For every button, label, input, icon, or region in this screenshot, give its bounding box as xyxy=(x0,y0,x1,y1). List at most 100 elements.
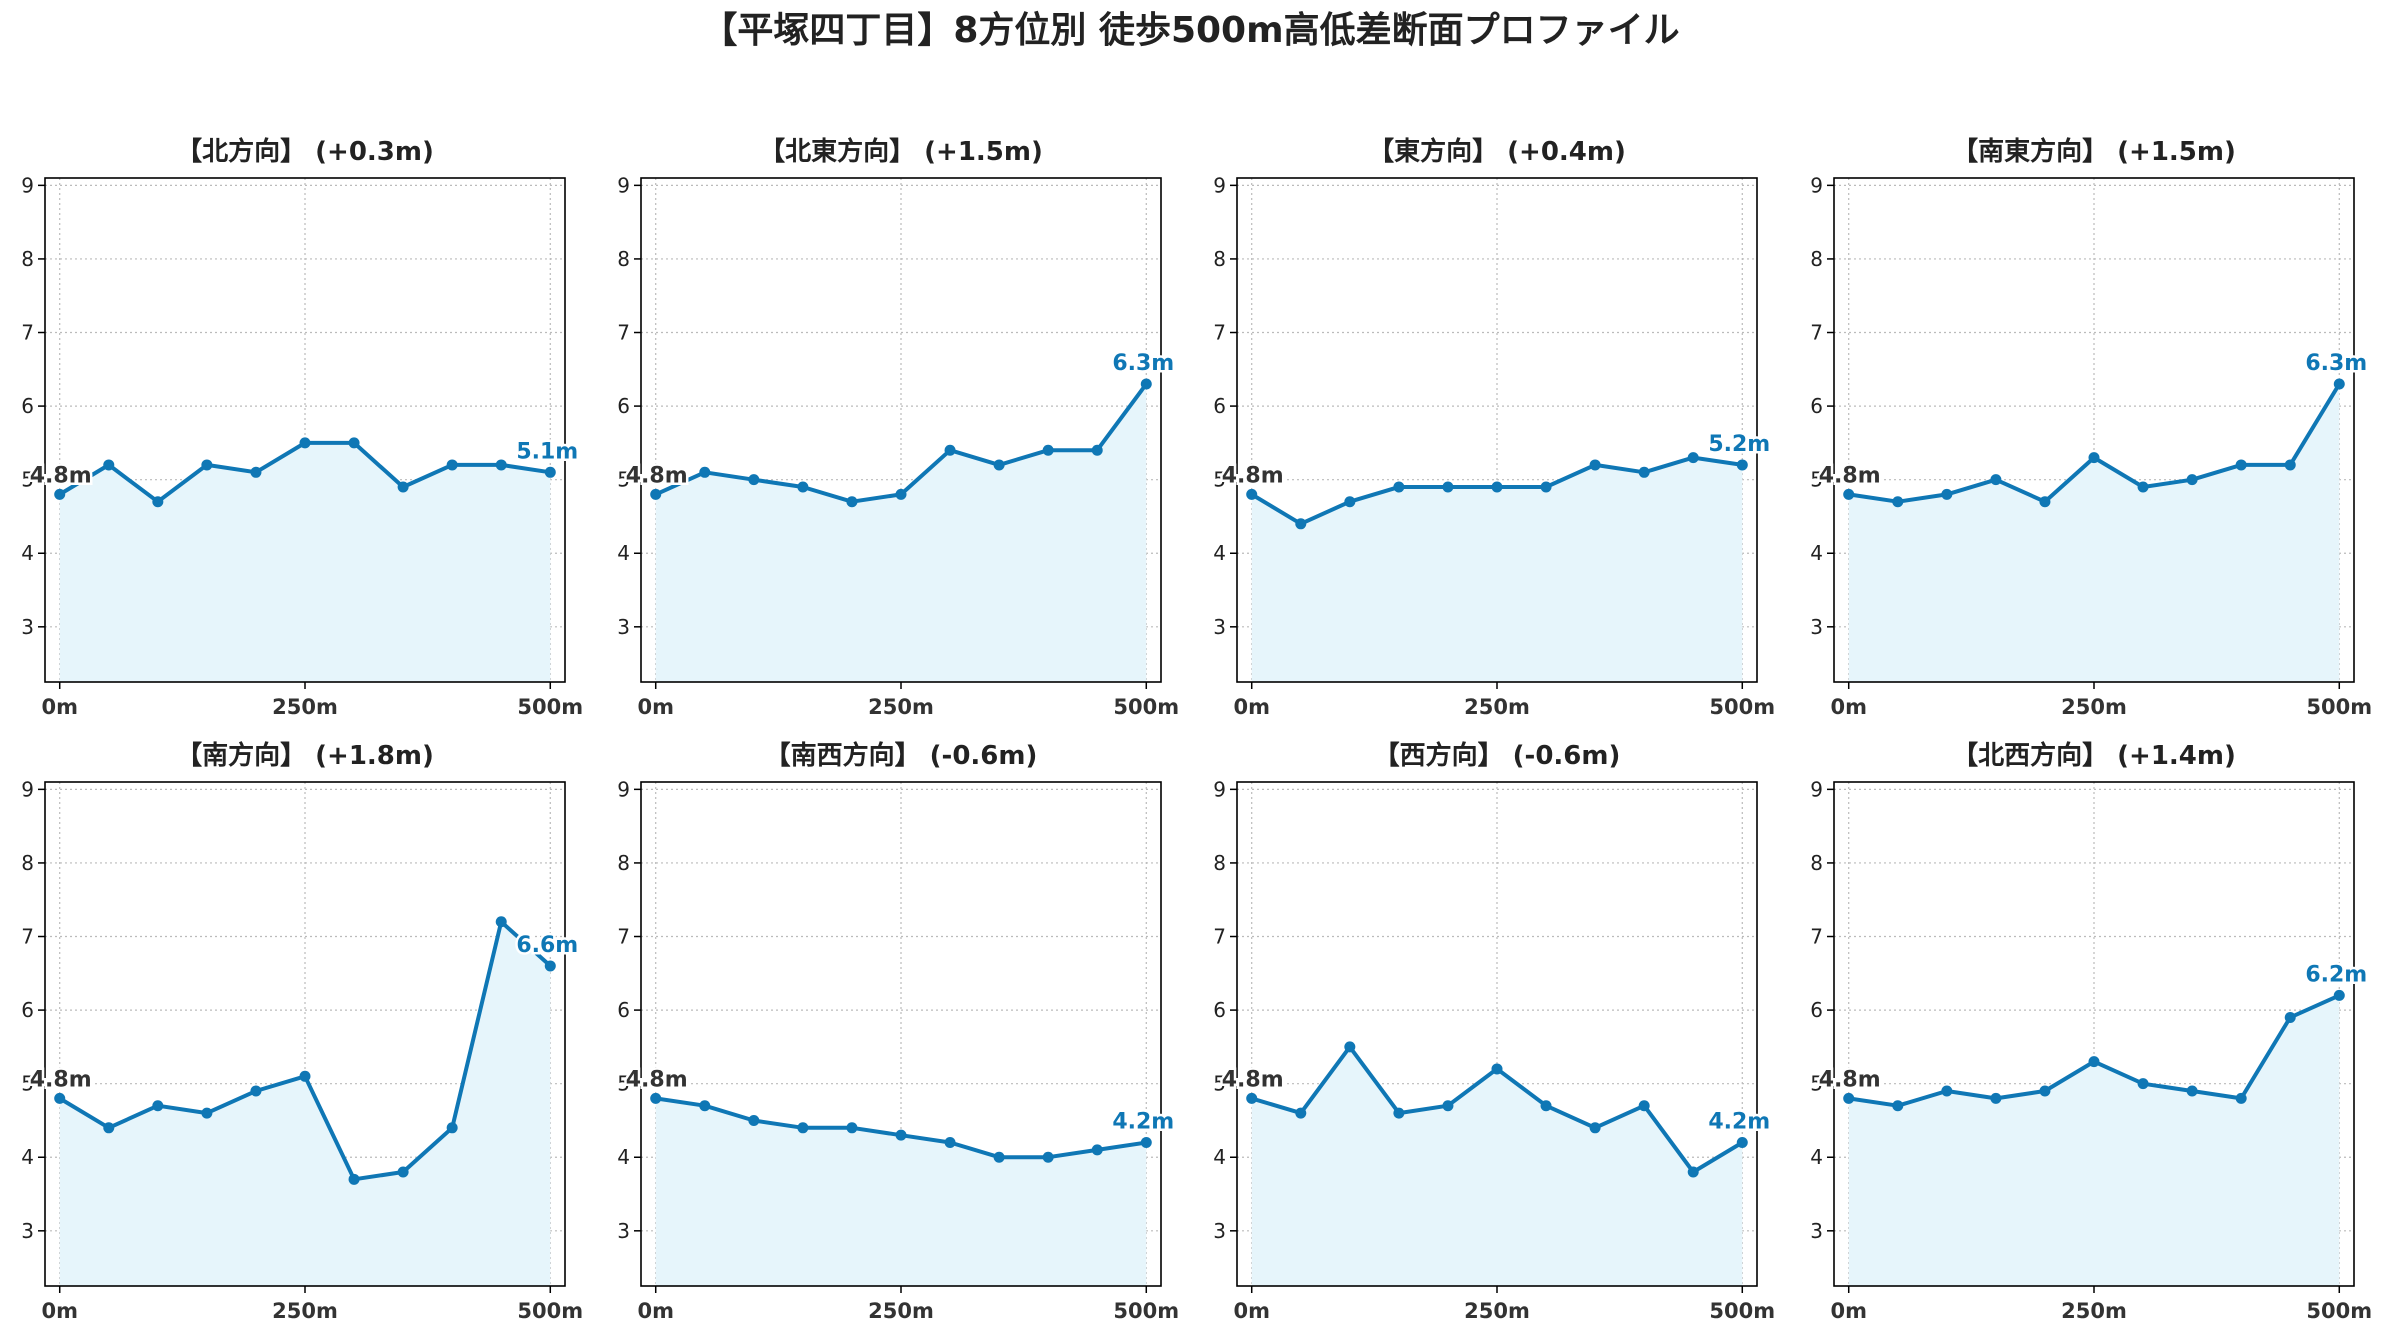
chart-4-xtick-label-250m: 250m xyxy=(2061,695,2127,719)
chart-7-point-100 xyxy=(1344,1041,1356,1053)
chart-7: 【西方向】 (-0.6m) 3 4 5 6 7 8 9 0m 250m 500m 4.8m 4.2m xyxy=(1213,740,1775,1323)
chart-6-xtick-label-250m: 250m xyxy=(868,1299,934,1323)
chart-8-xtick-label-500m: 500m xyxy=(2306,1299,2372,1323)
chart-1-ytick-label-6: 6 xyxy=(21,394,34,418)
chart-4-xtick-label-500m: 500m xyxy=(2306,695,2372,719)
chart-7-ytick-label-4: 4 xyxy=(1213,1145,1226,1169)
chart-3-ytick-label-7: 7 xyxy=(1213,321,1226,345)
chart-1-xtick-label-0m: 0m xyxy=(41,695,78,719)
chart-1-xtick-label-500m: 500m xyxy=(517,695,583,719)
chart-1-ytick-label-4: 4 xyxy=(21,541,34,565)
chart-6-point-250 xyxy=(895,1129,907,1141)
chart-8-point-0 xyxy=(1843,1092,1855,1104)
chart-4-point-500 xyxy=(2333,378,2345,390)
chart-6-ytick-label-5: 5 xyxy=(617,1072,630,1096)
chart-7-ytick-label-9: 9 xyxy=(1213,777,1226,801)
chart-4-point-200 xyxy=(2039,496,2051,508)
chart-4-ytick-label-8: 8 xyxy=(1810,247,1823,271)
chart-4-point-250 xyxy=(2088,452,2100,464)
chart-8-area xyxy=(1848,995,2340,1286)
chart-6-ytick-label-6: 6 xyxy=(617,998,630,1022)
chart-5-start-label: 4.8m xyxy=(30,1067,92,1092)
figure-title: 【平塚四丁目】8方位別 徒歩500m高低差断面プロファイル xyxy=(701,10,1680,51)
chart-4: 【南東方向】 (+1.5m) 3 4 5 6 7 8 9 0m 250m 500m 4.8m 6.3m xyxy=(1810,136,2372,719)
chart-8-point-200 xyxy=(2039,1085,2051,1097)
chart-2-point-500 xyxy=(1140,378,1152,390)
chart-1-point-50 xyxy=(103,459,115,471)
chart-7-point-350 xyxy=(1589,1122,1601,1134)
chart-5-point-450 xyxy=(495,916,507,928)
chart-3-ytick-label-8: 8 xyxy=(1213,247,1226,271)
chart-5-point-150 xyxy=(201,1107,213,1119)
chart-1-point-150 xyxy=(201,459,213,471)
chart-7-ytick-label-5: 5 xyxy=(1213,1072,1226,1096)
chart-8-point-50 xyxy=(1892,1100,1904,1112)
chart-8-point-250 xyxy=(2088,1056,2100,1068)
chart-1-ytick-label-9: 9 xyxy=(21,173,34,197)
chart-7-point-400 xyxy=(1638,1100,1650,1112)
chart-3-point-150 xyxy=(1393,481,1405,493)
chart-6-ytick-label-4: 4 xyxy=(617,1145,630,1169)
chart-5-point-500 xyxy=(544,960,556,972)
chart-2-title: 【北東方向】 (+1.5m) xyxy=(759,136,1043,167)
chart-2-xtick-label-0m: 0m xyxy=(637,695,674,719)
chart-1-point-250 xyxy=(299,437,311,449)
chart-7-start-label: 4.8m xyxy=(1222,1067,1284,1092)
chart-2: 【北東方向】 (+1.5m) 3 4 5 6 7 8 9 0m 250m 500m 4.8m 6.3m xyxy=(617,136,1179,719)
chart-3-title: 【東方向】 (+0.4m) xyxy=(1368,136,1626,167)
chart-3-point-450 xyxy=(1687,452,1699,464)
chart-5-xtick-label-0m: 0m xyxy=(41,1299,78,1323)
chart-8-title: 【北西方向】 (+1.4m) xyxy=(1952,740,2236,771)
chart-6-end-label: 4.2m xyxy=(1112,1110,1174,1135)
chart-2-ytick-label-5: 5 xyxy=(617,468,630,492)
chart-1-point-100 xyxy=(152,496,164,508)
chart-5-end-label: 6.6m xyxy=(516,933,578,958)
chart-7-point-150 xyxy=(1393,1107,1405,1119)
chart-4-area xyxy=(1848,384,2340,682)
chart-3-ytick-label-3: 3 xyxy=(1213,615,1226,639)
chart-1-ytick-label-3: 3 xyxy=(21,615,34,639)
chart-8-point-350 xyxy=(2186,1085,2198,1097)
chart-1: 【北方向】 (+0.3m) 3 4 5 6 7 8 9 0m 250m 500m 4.8m 5.1m xyxy=(21,136,583,719)
chart-6-point-300 xyxy=(944,1137,956,1149)
chart-1-start-label: 4.8m xyxy=(30,463,92,488)
chart-4-point-300 xyxy=(2137,481,2149,493)
chart-2-ytick-label-3: 3 xyxy=(617,615,630,639)
chart-8-xtick-label-250m: 250m xyxy=(2061,1299,2127,1323)
chart-3-ytick-label-5: 5 xyxy=(1213,468,1226,492)
chart-5-ytick-label-4: 4 xyxy=(21,1145,34,1169)
chart-8-point-400 xyxy=(2235,1092,2247,1104)
chart-2-point-400 xyxy=(1042,444,1054,456)
chart-3: 【東方向】 (+0.4m) 3 4 5 6 7 8 9 0m 250m 500m 4.8m 5.2m xyxy=(1213,136,1775,719)
chart-6-point-400 xyxy=(1042,1151,1054,1163)
chart-2-ytick-label-8: 8 xyxy=(617,247,630,271)
chart-5-point-400 xyxy=(446,1122,458,1134)
chart-5-xtick-label-500m: 500m xyxy=(517,1299,583,1323)
chart-8: 【北西方向】 (+1.4m) 3 4 5 6 7 8 9 0m 250m 500m 4.8m 6.2m xyxy=(1810,740,2372,1323)
chart-6-point-0 xyxy=(650,1092,662,1104)
chart-4-ytick-label-3: 3 xyxy=(1810,615,1823,639)
chart-2-point-300 xyxy=(944,444,956,456)
chart-8-start-label: 4.8m xyxy=(1819,1067,1881,1092)
chart-5-point-300 xyxy=(348,1173,360,1185)
chart-1-ytick-label-5: 5 xyxy=(21,468,34,492)
chart-5-point-0 xyxy=(54,1092,66,1104)
chart-2-point-250 xyxy=(895,488,907,500)
chart-1-point-0 xyxy=(54,488,66,500)
chart-8-ytick-label-3: 3 xyxy=(1810,1219,1823,1243)
chart-1-end-label: 5.1m xyxy=(516,439,578,464)
chart-3-point-100 xyxy=(1344,496,1356,508)
chart-5-ytick-label-6: 6 xyxy=(21,998,34,1022)
chart-5-point-50 xyxy=(103,1122,115,1134)
chart-6-point-150 xyxy=(797,1122,809,1134)
chart-2-point-350 xyxy=(993,459,1005,471)
chart-5-ytick-label-7: 7 xyxy=(21,925,34,949)
chart-7-xtick-label-500m: 500m xyxy=(1709,1299,1775,1323)
chart-4-point-100 xyxy=(1941,488,1953,500)
chart-7-point-200 xyxy=(1442,1100,1454,1112)
chart-4-ytick-label-9: 9 xyxy=(1810,173,1823,197)
chart-7-end-label: 4.2m xyxy=(1708,1110,1770,1135)
chart-2-point-50 xyxy=(699,466,711,478)
chart-4-point-450 xyxy=(2284,459,2296,471)
chart-5-point-200 xyxy=(250,1085,262,1097)
